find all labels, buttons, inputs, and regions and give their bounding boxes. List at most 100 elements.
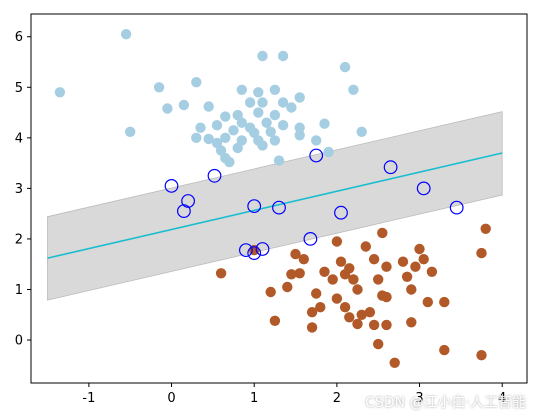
support-vector-marker-10 [449,200,464,215]
data-point-series-1-32 [439,296,450,308]
data-point-series-1-48 [476,350,487,361]
support-vector-marker-0 [164,178,179,193]
data-point-series-0-38 [236,135,247,146]
data-point-series-1-50 [331,236,343,247]
data-point-series-0-43 [215,145,227,156]
data-point-series-0-49 [224,156,235,168]
data-point-series-1-11 [306,322,318,333]
data-point-series-0-24 [261,117,272,128]
data-point-series-0-33 [356,126,367,137]
data-point-series-1-45 [410,261,421,272]
support-vector-marker-2 [176,204,191,219]
data-point-series-0-41 [311,135,322,146]
x-tick-label-4: 3 [415,391,423,406]
data-point-series-1-37 [352,318,363,330]
data-point-series-1-5 [298,254,309,265]
data-point-series-0-27 [195,122,206,133]
data-point-series-0-31 [294,122,305,133]
y-tick-label-6: 6 [15,30,23,45]
y-tick-label-2: 2 [15,232,23,247]
data-point-series-0-42 [211,137,223,149]
data-point-series-1-21 [373,274,384,285]
support-vector-marker-9 [416,181,431,196]
data-point-series-0-30 [265,126,276,137]
support-vector-marker-12 [238,243,253,258]
data-point-series-1-26 [401,271,413,282]
data-point-series-0-18 [269,109,281,121]
data-point-series-0-12 [162,103,173,114]
data-point-series-0-20 [232,109,243,121]
data-point-series-1-40 [356,309,367,320]
support-vector-marker-4 [247,199,262,214]
support-vector-marker-5 [272,200,286,215]
axes-frame [30,13,528,384]
x-tick-label-1: 0 [167,391,175,406]
data-point-series-0-35 [191,132,202,143]
data-point-series-1-29 [418,254,429,265]
data-point-series-1-25 [397,256,409,267]
data-point-series-1-9 [311,288,322,299]
data-point-series-0-2 [277,50,289,62]
data-point-series-1-10 [315,302,326,313]
data-point-series-0-36 [203,133,214,145]
data-point-series-1-20 [368,254,380,265]
x-tick-label-2: 1 [250,391,258,406]
data-point-series-0-5 [191,77,202,88]
data-point-series-0-25 [277,120,289,131]
data-point-series-0-7 [253,87,264,98]
support-vector-marker-6 [309,148,324,163]
data-point-series-1-43 [389,357,400,368]
support-vector-marker-7 [334,205,348,220]
data-point-series-1-28 [414,243,425,255]
data-point-series-1-41 [377,290,388,301]
data-point-series-0-0 [120,29,132,40]
decision-line-layer [47,152,503,259]
watermark-text: CSDN @江小白·人工智能 [365,395,526,411]
data-point-series-1-3 [269,315,281,326]
data-point-series-1-46 [480,223,491,234]
data-point-series-0-46 [294,130,305,141]
y-tick-label-1: 1 [15,283,23,298]
data-point-series-1-13 [327,274,338,285]
data-point-series-0-47 [323,146,334,158]
data-point-series-1-39 [339,302,351,313]
y-tick-label-3: 3 [15,182,23,197]
support-vectors-layer [164,148,464,261]
data-point-series-0-32 [319,118,330,129]
data-point-series-0-21 [220,111,231,122]
data-point-series-0-51 [348,84,359,96]
data-point-series-1-23 [381,261,392,272]
axes-layer: -1 0 1 2 3 4 0 1 2 3 4 5 6 [15,13,528,406]
data-point-series-1-49 [306,307,318,318]
data-point-series-1-44 [406,317,417,328]
data-point-series-0-37 [220,132,231,143]
data-point-series-0-34 [125,126,136,137]
data-point-series-1-38 [331,293,343,304]
data-point-series-1-47 [476,247,487,259]
data-point-series-0-19 [253,107,264,118]
y-tick-label-5: 5 [15,81,23,96]
data-point-series-0-1 [257,50,268,62]
data-point-series-1-18 [352,284,363,295]
data-point-series-0-22 [236,117,247,128]
data-point-series-0-8 [269,84,281,96]
support-vector-marker-14 [255,242,270,256]
support-vector-marker-1 [181,194,196,208]
data-point-series-0-16 [277,97,289,108]
support-vector-marker-3 [207,168,222,183]
support-vector-marker-11 [303,231,318,246]
data-point-series-1-34 [364,307,376,318]
x-tick-label-3: 2 [333,391,341,406]
data-point-series-0-6 [236,84,247,96]
support-vector-marker-13 [247,246,262,261]
data-point-series-0-15 [257,97,268,108]
support-vector-marker-8 [383,160,398,175]
data-point-series-0-50 [273,155,285,166]
data-point-series-1-16 [344,263,355,274]
data-point-series-1-35 [368,319,380,331]
data-point-series-0-4 [153,82,165,93]
data-point-series-1-2 [265,286,276,298]
data-point-series-0-11 [178,99,190,111]
data-point-series-0-17 [286,102,297,113]
